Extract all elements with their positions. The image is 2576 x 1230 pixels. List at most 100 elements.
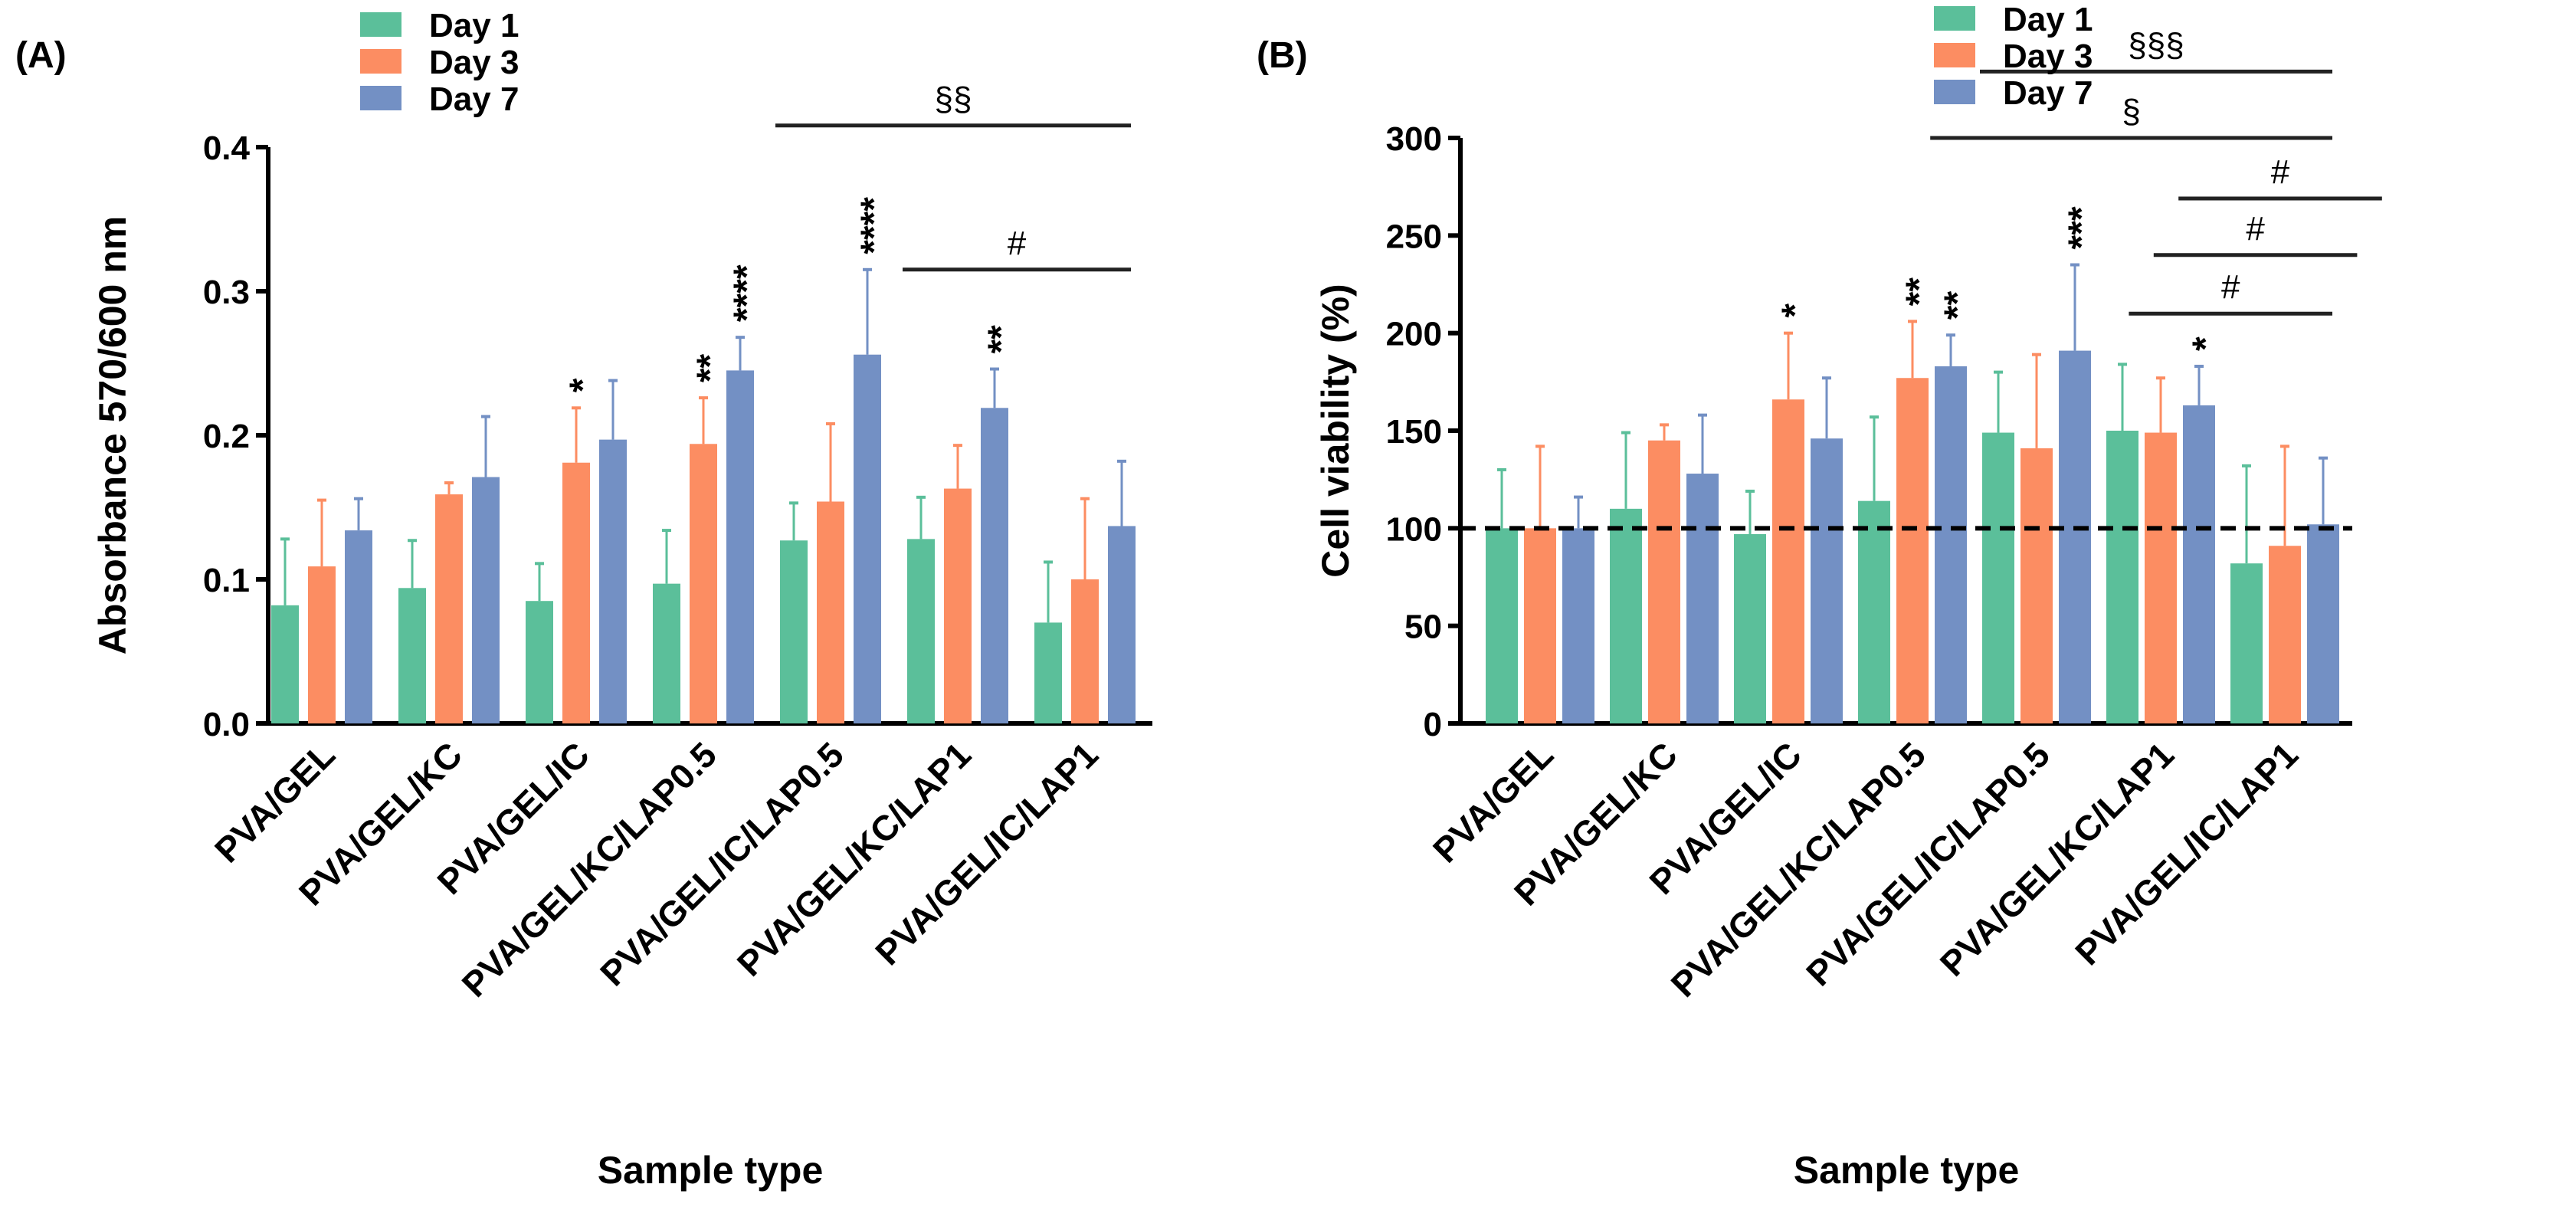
bar-day-1 — [398, 588, 426, 723]
bar-day-3 — [1071, 579, 1099, 723]
legend-label: Day 3 — [2003, 38, 2093, 75]
significance-stars: * — [2186, 336, 2227, 351]
bar-day-3 — [1896, 378, 1929, 723]
bar-day-1 — [2106, 431, 2138, 723]
panel-label: (B) — [1257, 35, 1308, 76]
bar-day-1 — [1034, 622, 1062, 723]
legend-label: Day 3 — [429, 44, 519, 81]
bar-day-7 — [1108, 526, 1136, 723]
x-tick-label: PVA/GEL/IC/LAP0.5 — [592, 734, 851, 993]
bar-day-1 — [907, 539, 935, 723]
legend-swatch — [1934, 43, 1975, 67]
x-axis-label: Sample type — [598, 1149, 824, 1192]
bar-day-7 — [2183, 405, 2215, 723]
bar-day-7 — [2059, 350, 2091, 723]
legend-label: Day 7 — [429, 80, 519, 118]
bar-day-1 — [1486, 528, 1518, 723]
bar-day-7 — [599, 439, 627, 723]
significance-label: # — [1008, 225, 1027, 262]
significance-label: §§ — [935, 80, 972, 118]
significance-stars: ** — [1899, 277, 1940, 307]
bar-day-1 — [780, 540, 808, 723]
bar-day-7 — [1686, 474, 1719, 723]
bar-day-7 — [981, 408, 1008, 723]
x-tick-label: PVA/GEL/KC/LAP1 — [729, 734, 978, 983]
significance-stars: ** — [982, 325, 1022, 354]
y-tick-label: 250 — [1386, 218, 1442, 255]
significance-label: # — [2221, 268, 2240, 306]
x-axis-label: Sample type — [1794, 1149, 2020, 1192]
y-tick-label: 0.1 — [203, 562, 250, 599]
bar-day-7 — [345, 530, 372, 723]
y-tick-label: 0.2 — [203, 418, 250, 455]
bar-day-3 — [2269, 546, 2301, 723]
panel-a: (A) 0.0 0.1 0.2 0.3 0.4 Absorbance 570/600 nm S… — [15, 7, 1152, 1192]
x-tick-label: PVA/GEL/KC/LAP1 — [1932, 734, 2181, 983]
bar-day-3 — [690, 444, 717, 723]
bar-day-1 — [1734, 533, 1766, 723]
y-axis-label: Cell viability (%) — [1314, 284, 1357, 577]
significance-stars: **** — [727, 264, 768, 322]
legend-swatch — [360, 86, 401, 110]
bar-day-3 — [817, 501, 844, 723]
bar-day-3 — [944, 488, 972, 723]
legend-swatch — [1934, 6, 1975, 31]
bar-day-7 — [726, 370, 754, 723]
y-tick-label: 200 — [1386, 316, 1442, 353]
y-tick-label: 50 — [1404, 608, 1442, 646]
bar-day-3 — [1648, 440, 1680, 723]
significance-stars: *** — [2062, 206, 2102, 249]
significance-stars: * — [563, 378, 604, 392]
bar-day-3 — [2020, 448, 2053, 723]
bar-day-1 — [271, 605, 299, 723]
legend-swatch — [360, 12, 401, 37]
significance-stars: ** — [690, 353, 731, 382]
y-tick-label: 150 — [1386, 413, 1442, 451]
bar-day-3 — [1524, 528, 1556, 723]
legend-label: Day 1 — [429, 7, 519, 44]
x-tick-label: PVA/GEL/KC/LAP0.5 — [454, 734, 724, 1004]
x-tick-label: PVA/GEL — [207, 734, 342, 870]
x-tick-label: PVA/GEL/IC/LAP0.5 — [1798, 734, 2057, 993]
y-tick-label: 0.4 — [203, 130, 251, 167]
panel-label: (A) — [15, 35, 67, 76]
bar-day-3 — [435, 494, 463, 723]
legend-swatch — [360, 49, 401, 74]
significance-stars: * — [1775, 303, 1816, 318]
significance-stars: **** — [854, 197, 895, 254]
bar-day-3 — [562, 462, 590, 723]
bar-day-3 — [2145, 432, 2177, 723]
legend-label: Day 1 — [2003, 1, 2093, 38]
legend-label: Day 7 — [2003, 74, 2093, 112]
bar-day-7 — [1562, 528, 1594, 723]
bar-day-7 — [854, 354, 881, 723]
significance-label: §§§ — [2128, 26, 2184, 64]
bar-day-1 — [1610, 508, 1642, 723]
y-tick-label: 100 — [1386, 510, 1442, 548]
bar-day-3 — [308, 566, 336, 723]
y-tick-label: 300 — [1386, 120, 1442, 158]
bar-day-3 — [1772, 399, 1804, 723]
x-tick-label: PVA/GEL/IC/LAP1 — [867, 734, 1106, 973]
bar-day-7 — [1935, 366, 1967, 723]
significance-label: § — [2122, 93, 2140, 130]
bar-day-7 — [472, 477, 500, 723]
y-axis-label: Absorbance 570/600 nm — [91, 216, 134, 655]
y-tick-label: 0.0 — [203, 706, 250, 743]
y-tick-label: 0 — [1424, 706, 1442, 743]
significance-label: # — [2271, 153, 2290, 191]
bar-day-7 — [2307, 524, 2339, 723]
x-tick-label: PVA/GEL/IC/LAP1 — [2067, 734, 2306, 973]
bar-day-1 — [1858, 500, 1890, 723]
bar-day-1 — [2230, 563, 2263, 723]
bar-day-7 — [1811, 438, 1843, 723]
bar-day-1 — [1982, 432, 2014, 723]
significance-stars: ** — [1938, 291, 1978, 320]
bar-day-1 — [653, 583, 680, 723]
panel-b: (B) 0 50 100 150 200 250 300 Cell viability (%) S… — [1257, 1, 2382, 1192]
bar-day-1 — [526, 601, 553, 723]
y-tick-label: 0.3 — [203, 274, 250, 311]
significance-label: # — [2246, 210, 2265, 248]
legend-swatch — [1934, 80, 1975, 104]
